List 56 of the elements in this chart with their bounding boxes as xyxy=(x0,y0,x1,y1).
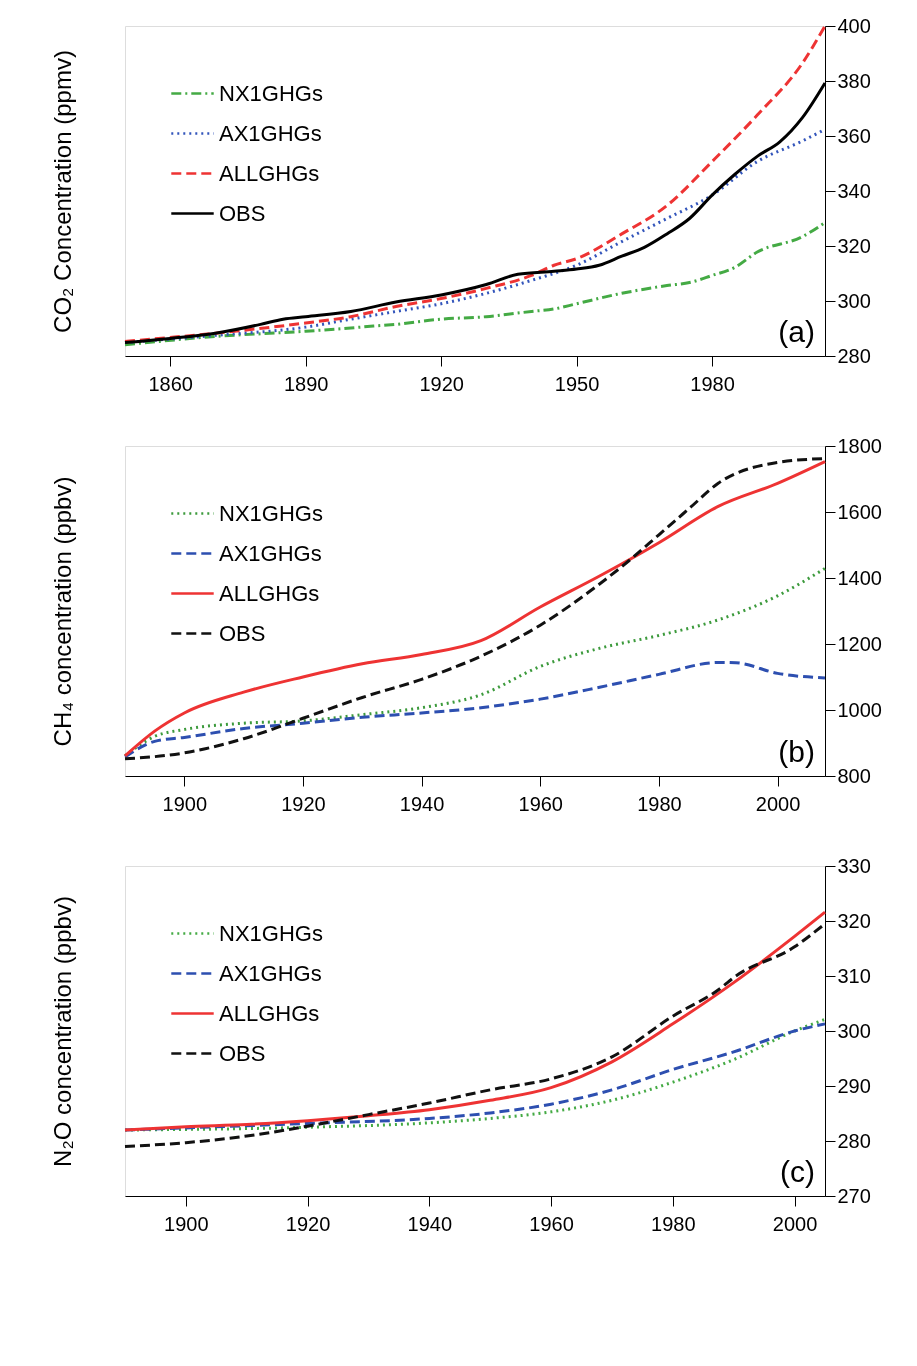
y-tick-label: 310 xyxy=(837,964,871,987)
x-tick-label: 1920 xyxy=(285,1212,331,1235)
x-tick-label: 1940 xyxy=(399,792,445,815)
legend-label: NX1GHGs xyxy=(219,80,323,106)
legend-label: AX1GHGs xyxy=(219,120,322,146)
x-tick-label: 1940 xyxy=(407,1212,453,1235)
x-tick-label: 1960 xyxy=(529,1212,574,1235)
y-tick-label: 320 xyxy=(837,909,871,932)
x-tick-label: 1900 xyxy=(164,1212,209,1235)
y-tick-label: 300 xyxy=(837,1019,871,1042)
x-tick-label: 1980 xyxy=(651,1212,696,1235)
legend-label: NX1GHGs xyxy=(219,500,323,526)
legend-label: ALLGHGs xyxy=(219,580,320,606)
x-tick-label: 1900 xyxy=(162,792,208,815)
x-tick-label: 1920 xyxy=(419,372,464,395)
legend-label: NX1GHGs xyxy=(219,920,323,946)
x-tick-label: 1980 xyxy=(637,792,682,815)
y-tick-label: 340 xyxy=(837,179,871,202)
x-tick-label: 1960 xyxy=(518,792,563,815)
legend-label: OBS xyxy=(219,1040,266,1066)
legend-label: OBS xyxy=(219,620,266,646)
legend-label: ALLGHGs xyxy=(219,1000,320,1026)
y-tick-label: 290 xyxy=(837,1074,871,1097)
annotation: (c) xyxy=(780,1155,815,1188)
x-tick-label: 2000 xyxy=(772,1212,818,1235)
y-tick-label: 300 xyxy=(837,289,871,312)
legend-label: AX1GHGs xyxy=(219,540,322,566)
annotation: (a) xyxy=(778,315,815,348)
y-tick-label: 360 xyxy=(837,124,871,147)
legend-label: ALLGHGs xyxy=(219,160,320,186)
y-axis-title: CH₄ concentration (ppbv) xyxy=(48,476,76,747)
y-tick-label: 1200 xyxy=(837,632,882,655)
line-series xyxy=(123,221,827,347)
y-tick-label: 270 xyxy=(837,1184,871,1207)
y-tick-label: 280 xyxy=(837,344,871,367)
y-tick-label: 400 xyxy=(837,14,871,37)
x-tick-label: 1890 xyxy=(283,372,329,395)
y-tick-label: 330 xyxy=(837,854,871,877)
x-tick-label: 2000 xyxy=(755,792,801,815)
y-tick-label: 1400 xyxy=(837,566,882,589)
annotation: (b) xyxy=(778,735,815,768)
x-tick-label: 1920 xyxy=(281,792,326,815)
y-tick-label: 1000 xyxy=(837,698,882,721)
y-tick-label: 1600 xyxy=(837,500,882,523)
y-tick-label: 380 xyxy=(837,69,871,92)
y-tick-label: 800 xyxy=(837,764,871,787)
y-tick-label: 320 xyxy=(837,234,871,257)
y-axis-title: N₂O concentration (ppbv) xyxy=(48,896,76,1167)
legend-label: OBS xyxy=(219,200,266,226)
x-tick-label: 1860 xyxy=(148,372,193,395)
y-tick-label: 280 xyxy=(837,1129,871,1152)
y-tick-label: 1800 xyxy=(837,434,882,457)
x-tick-label: 1980 xyxy=(690,372,735,395)
legend-label: AX1GHGs xyxy=(219,960,322,986)
x-tick-label: 1950 xyxy=(554,372,600,395)
y-axis-title: CO₂ Concentration (ppmv) xyxy=(48,50,76,333)
